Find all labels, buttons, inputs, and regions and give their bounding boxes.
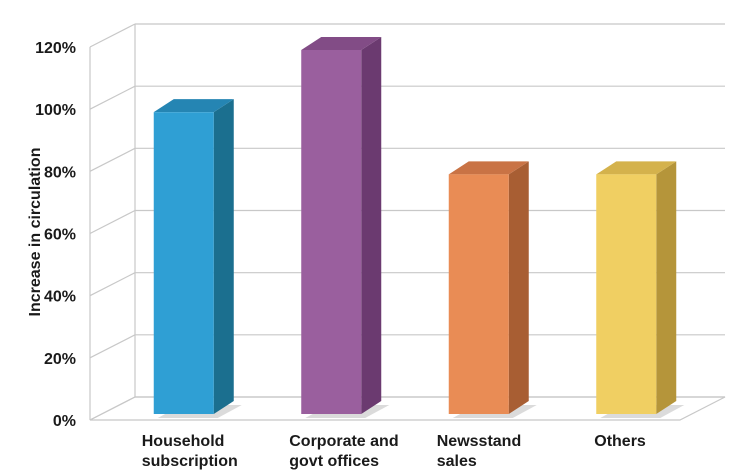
bar [448, 161, 537, 418]
y-tick-labels: 0% 20% 40% 60% 80% 100% 120% [35, 40, 76, 430]
x-category-label-line: Household [142, 433, 225, 450]
bar-front [596, 174, 657, 414]
x-category-label: Newsstand sales [437, 433, 521, 470]
x-category-label: Corporate and govt offices [289, 433, 398, 470]
y-tick-label: 60% [44, 227, 76, 244]
x-category-label-line: govt offices [289, 453, 379, 470]
x-category-label-line: Newsstand [437, 433, 521, 450]
y-tick-label: 120% [35, 40, 76, 57]
bar-side [361, 37, 382, 414]
x-category-label-line: sales [437, 453, 477, 470]
y-axis-title: Increase in circulation [27, 148, 44, 317]
y-tick-label: 80% [44, 164, 76, 181]
y-tick-label: 100% [35, 102, 76, 119]
bar-top [153, 99, 234, 113]
gridline-diag [89, 85, 136, 110]
y-tick-label: 40% [44, 289, 76, 306]
gridline-diag [89, 147, 136, 172]
y-tick-label: 0% [53, 413, 76, 430]
bar-side [508, 161, 529, 414]
bar-front [448, 174, 509, 414]
bar-top [301, 37, 382, 50]
gridline-diag [89, 272, 136, 297]
bar [153, 99, 242, 418]
x-category-label-line: Corporate and [289, 433, 398, 450]
x-category-label: Others [594, 433, 646, 450]
gridline-diag [89, 396, 136, 421]
x-category-label-line: subscription [142, 453, 238, 470]
gridline-diag [89, 209, 136, 235]
bar-top [448, 161, 529, 175]
gridline-diag [89, 23, 136, 48]
bars [153, 37, 685, 418]
gridline-diag [89, 334, 136, 359]
bar-side [213, 99, 234, 415]
bar-side [656, 161, 677, 414]
x-category-label: Household subscription [142, 433, 238, 470]
bar [301, 37, 390, 418]
x-category-labels: Household subscription Corporate and govt o… [142, 433, 646, 470]
x-category-label-line: Others [594, 433, 646, 450]
bar-top [596, 161, 677, 175]
bar-front [153, 112, 214, 415]
bar [596, 161, 685, 418]
y-tick-label: 20% [44, 351, 76, 368]
bar-front [301, 50, 362, 414]
